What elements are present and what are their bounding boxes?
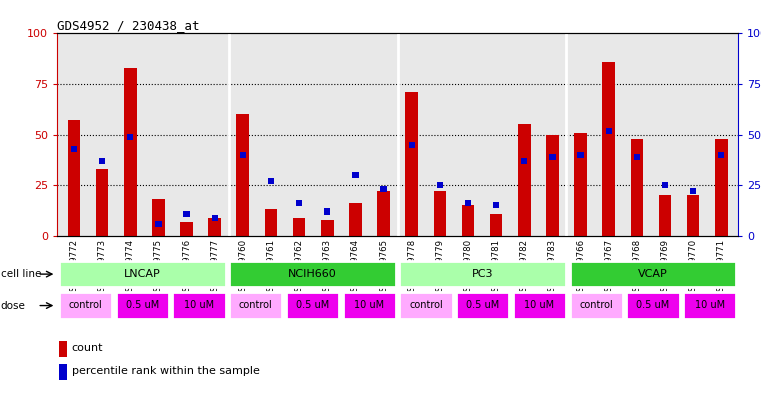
Bar (715, 139, 728, 236)
Bar (569, 261, 737, 287)
Bar (296, 200, 302, 206)
Bar (96, 169, 108, 236)
Bar (634, 154, 640, 160)
Bar (59, 364, 68, 380)
Text: control: control (239, 300, 272, 310)
Bar (380, 186, 387, 192)
Text: dose: dose (1, 301, 26, 310)
Bar (127, 134, 133, 140)
Bar (493, 202, 499, 208)
Bar (240, 152, 246, 158)
Bar (324, 208, 330, 215)
Bar (59, 341, 68, 357)
Bar (342, 292, 396, 319)
Text: LNCAP: LNCAP (124, 268, 161, 279)
Text: GDS4952 / 230438_at: GDS4952 / 230438_at (57, 19, 199, 32)
Bar (172, 292, 226, 319)
Bar (662, 182, 668, 188)
Bar (687, 195, 699, 236)
Bar (631, 139, 643, 236)
Text: percentile rank within the sample: percentile rank within the sample (72, 366, 260, 376)
Bar (124, 68, 136, 236)
Bar (209, 218, 221, 236)
Bar (183, 211, 189, 217)
Bar (352, 172, 358, 178)
Bar (569, 292, 623, 319)
Bar (462, 206, 474, 236)
Bar (286, 292, 339, 319)
Text: PC3: PC3 (472, 268, 494, 279)
Bar (546, 134, 559, 236)
Bar (718, 152, 724, 158)
Bar (59, 261, 226, 287)
Text: control: control (409, 300, 443, 310)
Bar (575, 132, 587, 236)
Text: NCIH660: NCIH660 (288, 268, 337, 279)
Bar (180, 222, 193, 236)
Bar (490, 213, 502, 236)
Text: control: control (68, 300, 102, 310)
Bar (152, 199, 164, 236)
Bar (293, 218, 305, 236)
Bar (116, 292, 169, 319)
Bar (59, 292, 112, 319)
Bar (690, 188, 696, 194)
Text: 10 uM: 10 uM (524, 300, 555, 310)
Text: control: control (579, 300, 613, 310)
Bar (434, 191, 446, 236)
Bar (521, 158, 527, 164)
Bar (377, 191, 390, 236)
Bar (549, 154, 556, 160)
Bar (212, 215, 218, 220)
Bar (237, 114, 249, 236)
Bar (606, 127, 612, 134)
Bar (265, 209, 277, 236)
Bar (229, 292, 282, 319)
Text: count: count (72, 343, 103, 353)
Bar (578, 152, 584, 158)
Text: 10 uM: 10 uM (354, 300, 384, 310)
Text: 0.5 uM: 0.5 uM (466, 300, 499, 310)
Bar (155, 220, 161, 227)
Text: 10 uM: 10 uM (695, 300, 725, 310)
Text: 0.5 uM: 0.5 uM (636, 300, 670, 310)
Bar (659, 195, 671, 236)
Bar (321, 220, 333, 236)
Bar (349, 204, 361, 236)
Bar (626, 292, 680, 319)
Bar (68, 120, 81, 236)
Bar (683, 292, 737, 319)
Text: 0.5 uM: 0.5 uM (296, 300, 329, 310)
Bar (400, 261, 566, 287)
Text: 0.5 uM: 0.5 uM (126, 300, 159, 310)
Bar (229, 261, 396, 287)
Text: cell line: cell line (1, 269, 41, 279)
Text: VCAP: VCAP (638, 268, 668, 279)
Bar (456, 292, 509, 319)
Bar (268, 178, 274, 184)
Bar (465, 200, 471, 206)
Bar (513, 292, 566, 319)
Bar (518, 125, 530, 236)
Bar (603, 62, 615, 236)
Bar (71, 146, 77, 152)
Bar (99, 158, 105, 164)
Bar (437, 182, 443, 188)
Bar (406, 92, 418, 236)
Bar (409, 142, 415, 148)
Bar (400, 292, 453, 319)
Text: 10 uM: 10 uM (184, 300, 214, 310)
